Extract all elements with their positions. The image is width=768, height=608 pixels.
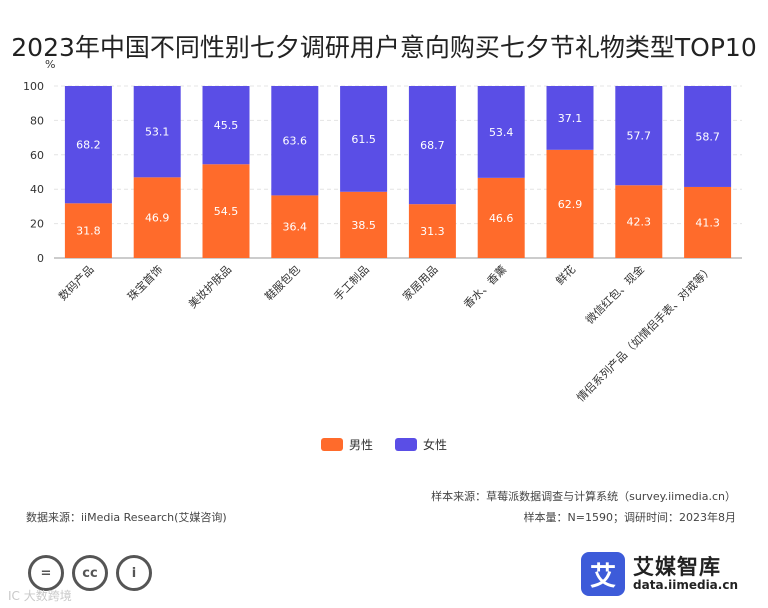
data-label: 53.4	[489, 126, 514, 139]
x-tick-label: 珠宝首饰	[124, 262, 165, 303]
x-tick-label: 情侣系列产品（如情侣手表、对戒等）	[574, 262, 716, 404]
bar-female	[64, 86, 112, 204]
legend-item-male: 男性	[320, 436, 373, 453]
x-tick-label: 手工制品	[331, 262, 372, 303]
legend-label-female: 女性	[423, 438, 448, 452]
bar-male	[202, 164, 250, 258]
y-tick-label: 60	[30, 149, 44, 162]
attribution-icon: i	[116, 555, 152, 591]
y-tick-label: 100	[23, 80, 44, 93]
cc-icon: cc	[72, 555, 108, 591]
x-tick-label: 鞋服包包	[262, 262, 303, 303]
data-label: 68.2	[76, 139, 101, 152]
y-tick-label: 40	[30, 183, 44, 196]
cc-license-icons: = cc i	[28, 555, 152, 591]
x-tick-label: 微信红包、现金	[583, 262, 647, 326]
brand[interactable]: 艾 艾媒智库 data.iimedia.cn	[581, 552, 738, 596]
bar-female	[271, 86, 319, 196]
x-tick-label: 家居用品	[400, 262, 441, 303]
watermark: IC 大数跨境	[8, 589, 72, 603]
data-label: 36.4	[283, 221, 308, 234]
sample-source: 样本来源：草莓派数据调查与计算系统（survey.iimedia.cn）	[431, 490, 736, 503]
legend-swatch-female	[395, 438, 417, 451]
data-label: 53.1	[145, 126, 170, 139]
bar-male	[477, 177, 525, 258]
data-label: 38.5	[351, 219, 376, 232]
data-label: 31.8	[76, 225, 101, 238]
bar-male	[133, 177, 181, 258]
legend-item-female: 女性	[395, 436, 447, 453]
data-label: 41.3	[695, 216, 720, 229]
equals-icon: =	[28, 555, 64, 591]
bar-male	[684, 186, 732, 258]
bar-male	[271, 195, 319, 258]
x-tick-label: 美妆护肤品	[185, 262, 234, 311]
chart-title: 2023年中国不同性别七夕调研用户意向购买七夕节礼物类型TOP10	[11, 33, 757, 62]
bar-female	[340, 86, 388, 192]
bar-male	[340, 191, 388, 258]
legend-swatch-male	[320, 438, 343, 451]
data-label: 63.6	[283, 135, 308, 148]
data-label: 68.7	[420, 139, 445, 152]
data-label: 54.5	[214, 205, 239, 218]
bar-female	[202, 86, 250, 165]
brand-url[interactable]: data.iimedia.cn	[633, 577, 738, 592]
y-tick-label: 0	[37, 252, 44, 265]
data-label: 45.5	[214, 119, 239, 132]
brand-name: 艾媒智库	[633, 554, 722, 579]
bar-female	[684, 86, 732, 187]
bar-male	[64, 203, 112, 258]
x-tick-label: 香水、香薰	[461, 262, 510, 311]
data-source: 数据来源：iiMedia Research(艾媒咨询)	[26, 511, 227, 524]
data-label: 62.9	[558, 198, 583, 211]
legend-label-male: 男性	[348, 438, 373, 452]
bar-female	[615, 86, 663, 186]
data-label: 61.5	[351, 133, 376, 146]
data-label: 46.6	[489, 212, 514, 225]
y-tick-label: 20	[30, 218, 44, 231]
stacked-bar-chart: 0 20 40 60 80 100 31.8 68.2 数码产品 46.9 53.1 珠宝首饰 54.5…	[23, 80, 742, 404]
x-tick-label: 数码产品	[56, 262, 97, 303]
sample-size: 样本量：N=1590；调研时间：2023年8月	[523, 511, 736, 524]
bar-male	[408, 204, 456, 258]
bar-male	[546, 149, 594, 258]
bar-female	[133, 86, 181, 178]
x-tick-label: 鲜花	[553, 262, 578, 287]
bar-female	[408, 86, 456, 205]
data-label: 46.9	[145, 212, 170, 225]
brand-logo-icon: 艾	[581, 552, 626, 596]
data-label: 31.3	[420, 225, 445, 238]
bar-female	[546, 86, 594, 150]
data-label: 58.7	[695, 130, 720, 143]
data-label: 42.3	[627, 216, 652, 229]
y-axis-unit: %	[45, 58, 56, 71]
bar-female	[477, 86, 525, 178]
y-tick-label: 80	[30, 114, 44, 127]
legend: 男性 女性	[0, 436, 768, 453]
bar-male	[615, 185, 663, 258]
data-label: 57.7	[627, 130, 652, 143]
data-label: 37.1	[558, 112, 583, 125]
